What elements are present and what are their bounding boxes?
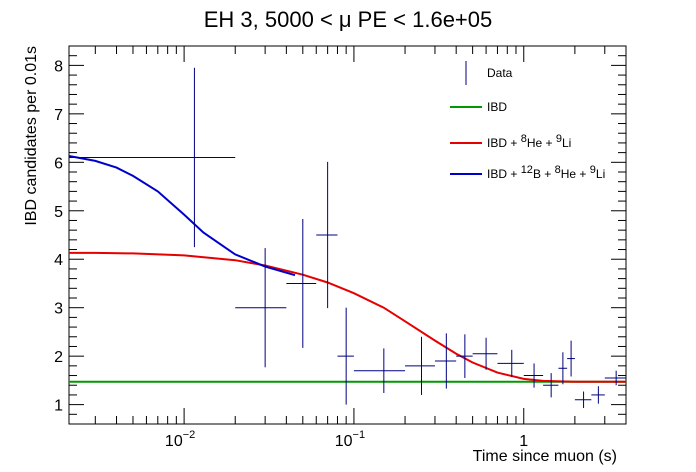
legend-label: IBD: [487, 100, 507, 114]
fit-curve-2: [68, 155, 296, 277]
legend-label: IBD + 8He + 9Li: [487, 133, 571, 150]
chart-title: EH 3, 5000 < μ PE < 1.6e+05: [204, 7, 493, 32]
plot-frame: [68, 45, 627, 425]
y-tick-label: 7: [54, 107, 63, 124]
x-tick-label: 10−2: [165, 429, 195, 450]
y-tick-label: 2: [54, 349, 63, 366]
y-tick-label: 6: [54, 155, 63, 172]
y-axis: 1 2 3 4 5 6 7 8: [54, 45, 626, 425]
x-axis: 10−2 10−1 1: [94, 46, 627, 450]
y-tick-label: 3: [54, 301, 63, 318]
y-tick-label: 1: [54, 398, 63, 415]
y-tick-label: 4: [54, 252, 63, 269]
legend-label: Data: [487, 66, 513, 80]
x-tick-label: 1: [519, 433, 528, 450]
y-axis-label: IBD candidates per 0.01s: [23, 46, 40, 226]
fit-curves: [68, 155, 626, 383]
x-axis-label: Time since muon (s): [473, 448, 617, 465]
legend: Data IBD IBD + 8He + 9Li IBD + 12B + 8He + …: [450, 61, 605, 181]
y-tick-label: 5: [54, 204, 63, 221]
x-tick-label: 10−1: [335, 429, 365, 450]
y-tick-label: 8: [54, 58, 63, 75]
legend-label: IBD + 12B + 8He + 9Li: [487, 164, 605, 181]
fit-curve-1: [69, 251, 626, 383]
data-points: [69, 67, 626, 409]
